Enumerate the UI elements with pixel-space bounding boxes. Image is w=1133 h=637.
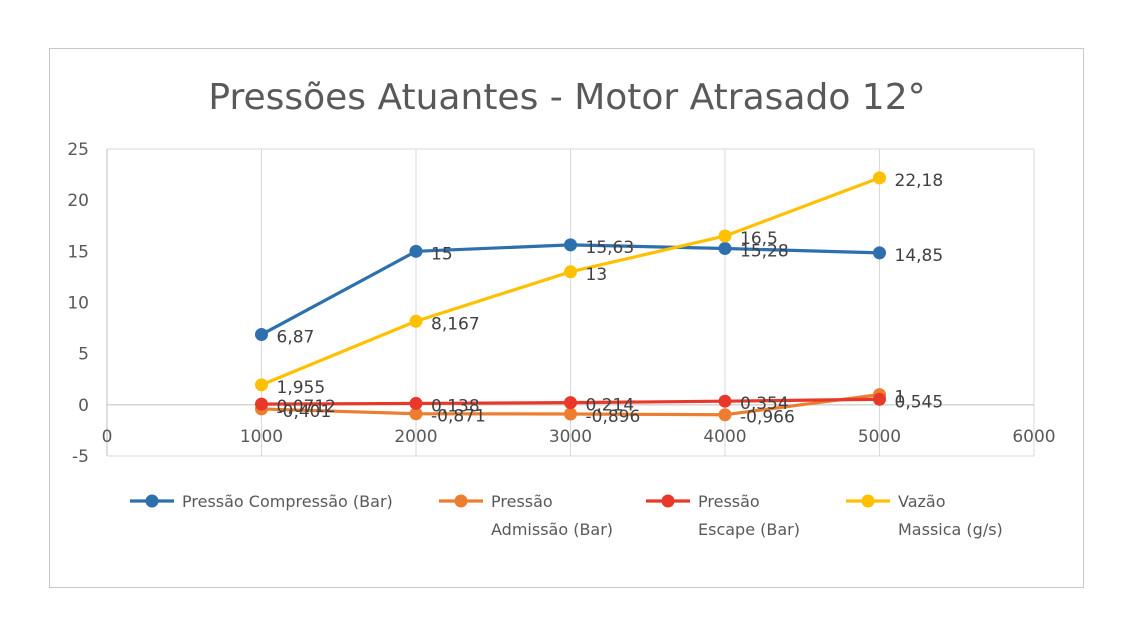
data-point [718, 241, 732, 255]
y-tick-label: -5 [72, 447, 89, 467]
y-tick-label: 20 [67, 191, 89, 211]
data-point [873, 171, 886, 185]
data-point [255, 378, 268, 392]
x-tick-label: 3000 [549, 427, 592, 447]
legend-label: Escape (Bar) [698, 520, 800, 539]
legend-marker [661, 494, 675, 508]
x-tick-label: 1000 [240, 427, 283, 447]
data-label: -0,871 [431, 407, 486, 427]
data-label: -0,896 [586, 407, 641, 427]
line-chart: Pressões Atuantes - Motor Atrasado 12° -… [67, 77, 1055, 539]
data-point [255, 397, 268, 411]
y-tick-label: 15 [67, 242, 89, 262]
legend-label: Massica (g/s) [898, 520, 1003, 539]
data-label: 15 [431, 244, 453, 264]
data-label: 14,85 [895, 246, 944, 266]
y-tick-label: 0 [78, 396, 89, 416]
x-tick-label: 0 [102, 427, 113, 447]
data-label: 1 [895, 388, 906, 408]
legend-marker [145, 494, 159, 508]
legend-label: Admissão (Bar) [491, 520, 613, 539]
y-tick-label: 5 [78, 345, 89, 365]
legend: Pressão Compressão (Bar) Pressão Admissão … [130, 492, 1003, 539]
x-tick-label: 2000 [394, 427, 437, 447]
data-point [564, 396, 577, 410]
data-point [718, 394, 732, 408]
data-label: -0,966 [740, 408, 795, 428]
data-point [564, 265, 577, 279]
y-tick-label: 10 [67, 294, 89, 314]
data-label: 0,545 [895, 392, 944, 412]
data-label: 0,0712 [277, 397, 336, 417]
data-label: 0,354 [740, 394, 789, 414]
data-label: 13 [586, 265, 608, 285]
data-point [873, 392, 886, 406]
data-label: 22,18 [895, 171, 944, 191]
data-labels: 6,87 15 15,63 15,28 14,85 -0,401 -0,871 -0,896 -… [277, 171, 944, 428]
chart-area: Pressões Atuantes - Motor Atrasado 12° -… [49, 48, 1084, 588]
data-label: 6,87 [277, 328, 315, 348]
data-point [409, 244, 423, 258]
legend-label: Pressão Compressão (Bar) [182, 492, 393, 511]
data-point [409, 407, 423, 421]
data-point [255, 328, 268, 342]
chart-title: Pressões Atuantes - Motor Atrasado 12° [208, 77, 925, 118]
x-tick-label: 6000 [1012, 427, 1055, 447]
data-label: 0,214 [586, 396, 635, 416]
data-point [718, 408, 732, 422]
legend-label: Pressão [491, 492, 553, 511]
data-point [409, 314, 423, 328]
data-label: 1,955 [277, 378, 326, 398]
data-point [409, 396, 423, 410]
grid [106, 148, 1035, 457]
data-point [718, 229, 732, 243]
series-markers [255, 171, 886, 422]
data-label: 0,138 [431, 396, 480, 416]
legend-label: Vazão [898, 492, 946, 511]
data-label: -0,401 [277, 402, 332, 422]
data-point [564, 407, 577, 421]
legend-label: Pressão [698, 492, 760, 511]
x-tick-label: 5000 [858, 427, 901, 447]
data-point [873, 246, 886, 260]
data-label: 15,28 [740, 241, 789, 261]
data-label: 16,5 [740, 229, 778, 249]
legend-marker [454, 494, 468, 508]
data-point [564, 238, 577, 252]
legend-marker [861, 494, 875, 508]
x-tick-label: 4000 [703, 427, 746, 447]
data-label: 15,63 [586, 238, 635, 258]
y-tick-label: 25 [67, 140, 89, 160]
data-label: 8,167 [431, 314, 480, 334]
